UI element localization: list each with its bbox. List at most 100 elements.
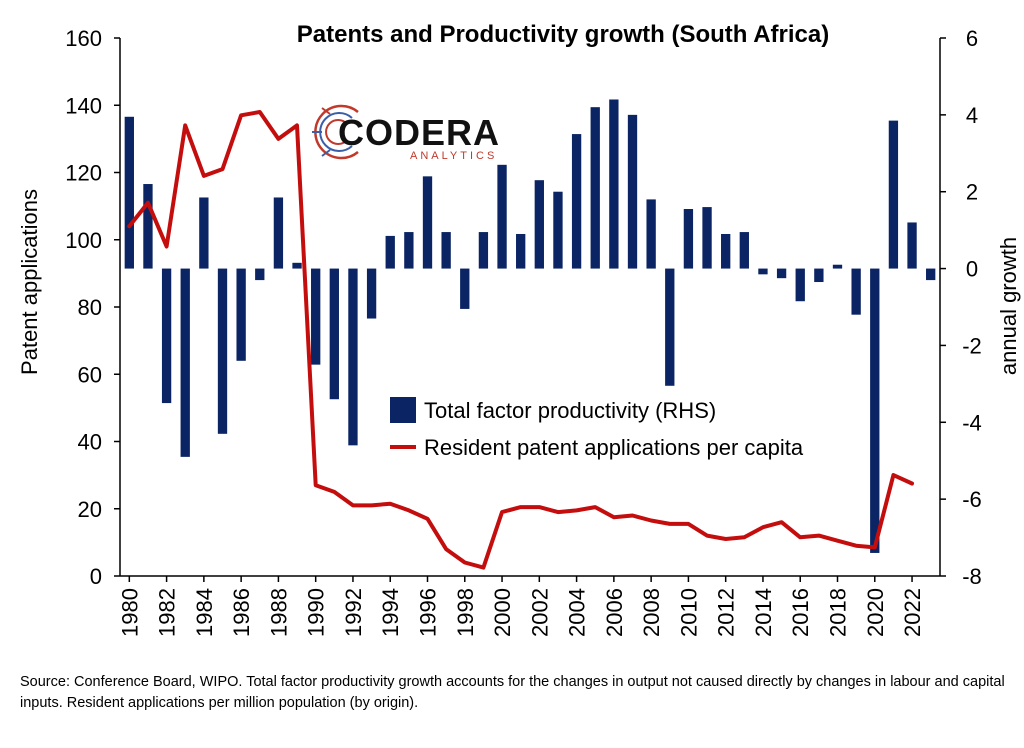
chart-title: Patents and Productivity growth (South A… [297, 21, 829, 48]
tfp-bar-2000 [497, 164, 507, 269]
tfp-bar-2005 [590, 107, 600, 269]
x-tick-label: 2022 [900, 588, 925, 637]
patent-line-group [127, 110, 914, 570]
left-tick-label: 80 [78, 295, 102, 320]
x-tick-label: 2020 [863, 588, 888, 637]
tfp-bar-2013 [739, 232, 749, 269]
x-tick-label: 2014 [751, 588, 776, 637]
tfp-bar-1980 [124, 116, 134, 269]
right-tick-label: 4 [966, 103, 978, 128]
tfp-bar-1996 [422, 176, 433, 269]
tfp-bar-1995 [404, 232, 414, 269]
legend: Total factor productivity (RHS) Resident… [390, 397, 804, 460]
tfp-bar-1990 [311, 268, 321, 365]
left-tick-label: 140 [65, 93, 102, 118]
tfp-bar-2011 [702, 207, 712, 269]
tfp-bar-2006 [609, 99, 619, 269]
tfp-bar-1991 [329, 268, 339, 400]
tfp-bar-2001 [516, 233, 526, 269]
tfp-bar-2008 [646, 199, 656, 269]
right-axis-label: annual growth [996, 237, 1021, 375]
tfp-bar-1984 [199, 197, 209, 269]
tfp-bar-1989 [292, 262, 302, 269]
tfp-bar-1981 [143, 184, 153, 269]
left-axis-ticks: 0 20 40 60 80 100 120 140 160 [65, 26, 120, 589]
tfp-bar-1988 [273, 197, 284, 269]
tfp-bar-1985 [217, 268, 228, 434]
right-axis-ticks: -8 -6 -4 -2 0 2 4 6 [940, 26, 982, 589]
right-tick-label: -6 [962, 487, 982, 512]
x-tick-label: 1980 [117, 588, 142, 637]
tfp-bar-1986 [236, 268, 246, 361]
tfp-bar-1993 [366, 268, 377, 319]
tfp-bar-2019 [851, 268, 861, 315]
x-tick-label: 1988 [266, 588, 291, 637]
legend-bar-swatch [390, 397, 416, 423]
tfp-bar-2003 [553, 191, 563, 269]
x-tick-label: 2008 [639, 588, 664, 637]
tfp-bar-1999 [478, 232, 489, 269]
tfp-bar-2002 [534, 180, 544, 269]
x-tick-label: 1982 [155, 588, 180, 637]
tfp-bar-2014 [758, 268, 768, 275]
left-tick-label: 20 [78, 497, 102, 522]
tfp-bar-1998 [460, 268, 470, 309]
x-tick-label: 2004 [565, 588, 590, 637]
tfp-bar-1997 [441, 232, 451, 269]
tfp-bar-1987 [255, 268, 265, 281]
x-tick-label: 1994 [378, 588, 403, 637]
tfp-bar-2021 [888, 120, 899, 269]
right-tick-label: -2 [962, 333, 982, 358]
left-axis-label: Patent applications [17, 189, 42, 375]
left-tick-label: 100 [65, 228, 102, 253]
left-tick-label: 60 [78, 362, 102, 387]
tfp-bar-2004 [571, 134, 582, 269]
tfp-bar-2016 [795, 268, 805, 302]
x-tick-label: 2010 [676, 588, 701, 637]
tfp-bars [124, 99, 936, 553]
tfp-bar-1994 [385, 235, 395, 269]
right-tick-label: 2 [966, 180, 978, 205]
tfp-bar-2017 [814, 268, 824, 283]
x-tick-label: 2016 [788, 588, 813, 637]
tfp-bar-2020 [870, 268, 880, 553]
right-tick-label: -8 [962, 564, 982, 589]
tfp-bar-1983 [180, 268, 190, 457]
logo-subtitle: ANALYTICS [410, 150, 497, 162]
left-tick-label: 120 [65, 161, 102, 186]
x-tick-label: 2018 [826, 588, 851, 637]
logo-wordmark: CODERA [338, 112, 500, 153]
tfp-bar-2007 [627, 114, 638, 269]
left-tick-label: 0 [90, 564, 102, 589]
x-tick-label: 1998 [453, 588, 478, 637]
tfp-bar-2018 [832, 264, 843, 269]
right-tick-label: -4 [962, 410, 982, 435]
right-tick-label: 6 [966, 26, 978, 51]
tfp-bar-2023 [926, 268, 936, 281]
x-tick-label: 1992 [341, 588, 366, 637]
legend-bar-label: Total factor productivity (RHS) [424, 398, 716, 423]
right-tick-label: 0 [966, 257, 978, 282]
x-tick-label: 1986 [229, 588, 254, 637]
logo-circuit-icon [312, 104, 359, 160]
left-tick-label: 160 [65, 26, 102, 51]
tfp-bar-2012 [721, 233, 731, 269]
codera-logo: CODERA ANALYTICS [312, 104, 500, 162]
x-tick-label: 2012 [714, 588, 739, 637]
x-axis-ticks: 1980 1982 1984 1986 1988 1990 1992 1994 1996 1998… [117, 576, 925, 637]
legend-line-label: Resident patent applications per capita [424, 435, 804, 460]
x-tick-label: 1984 [192, 588, 217, 637]
x-tick-label: 1990 [304, 588, 329, 637]
x-tick-label: 2002 [527, 588, 552, 637]
x-tick-label: 2000 [490, 588, 515, 637]
x-tick-label: 1996 [416, 588, 441, 637]
tfp-bar-2015 [776, 268, 787, 279]
patent-applications-line [127, 110, 914, 570]
left-tick-label: 40 [78, 430, 102, 455]
tfp-bar-1982 [161, 268, 172, 404]
tfp-bar-2022 [907, 222, 917, 269]
tfp-bar-2010 [683, 209, 694, 269]
source-note: Source: Conference Board, WIPO. Total fa… [20, 674, 1005, 711]
tfp-bar-1992 [348, 268, 358, 446]
